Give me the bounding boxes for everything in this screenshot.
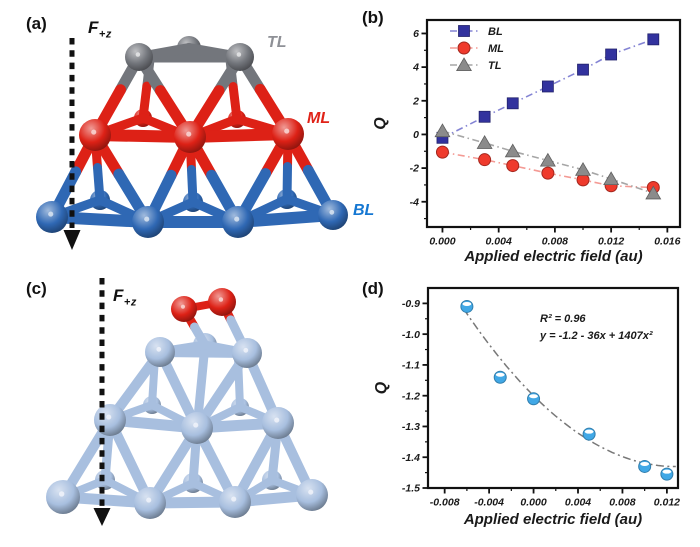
force-label-c: F+z: [113, 286, 137, 308]
force-subscript: +z: [98, 28, 112, 41]
force-subscript: +z: [123, 296, 137, 309]
svg-text:Applied electric field (au): Applied electric field (au): [463, 511, 642, 528]
svg-text:ML: ML: [488, 43, 504, 55]
svg-text:0.000: 0.000: [429, 236, 455, 248]
svg-text:-4: -4: [410, 196, 419, 208]
svg-text:0: 0: [413, 129, 419, 141]
panel-a-label: (a): [26, 14, 47, 33]
svg-text:4: 4: [412, 62, 419, 74]
chart-d-charge-fit: -0.008 -0.004 0.000 0.004 0.008 0.012 -0.9 -1.0…: [373, 286, 680, 528]
chart-b-charge-vs-field: 0.000 0.004 0.008 0.012 0.016 -4 -2 0 2 4 6 Applied…: [372, 18, 682, 265]
top-layer-label: TL: [267, 34, 287, 51]
svg-text:0.012: 0.012: [654, 497, 680, 509]
svg-text:0.004: 0.004: [486, 236, 512, 248]
svg-text:TL: TL: [488, 60, 502, 72]
svg-text:Applied electric field (au): Applied electric field (au): [463, 248, 642, 265]
svg-text:6: 6: [413, 28, 419, 40]
svg-text:Q: Q: [373, 381, 390, 394]
svg-text:0.008: 0.008: [609, 497, 635, 509]
svg-text:2: 2: [412, 95, 419, 107]
svg-text:0.004: 0.004: [565, 497, 591, 509]
svg-text:-2: -2: [410, 163, 419, 175]
structure-c-cluster-with-o2: [46, 274, 328, 526]
svg-text:0.012: 0.012: [598, 236, 624, 248]
svg-text:y = -1.2 - 36x + 1407x²: y = -1.2 - 36x + 1407x²: [539, 330, 653, 342]
force-symbol: F: [88, 18, 99, 37]
svg-text:-1.5: -1.5: [402, 483, 420, 495]
svg-text:-1.1: -1.1: [402, 360, 420, 372]
panel-b-label: (b): [362, 8, 384, 27]
svg-text:-0.004: -0.004: [474, 497, 504, 509]
middle-layer-label: ML: [307, 110, 331, 127]
svg-text:-1.2: -1.2: [402, 390, 420, 402]
svg-text:-1.0: -1.0: [402, 329, 420, 341]
svg-text:0.008: 0.008: [542, 236, 568, 248]
svg-text:-1.3: -1.3: [402, 421, 420, 433]
svg-text:0.000: 0.000: [520, 497, 546, 509]
svg-text:-0.008: -0.008: [430, 497, 460, 509]
force-label-a: F+z: [88, 18, 112, 40]
svg-text:-0.9: -0.9: [402, 298, 420, 310]
panel-c-label: (c): [26, 279, 47, 298]
svg-text:Q: Q: [372, 117, 389, 130]
svg-text:-1.4: -1.4: [402, 452, 420, 464]
svg-text:BL: BL: [488, 26, 503, 38]
bottom-layer-label: BL: [353, 202, 375, 219]
structure-a-trilayer-cluster: [36, 34, 348, 250]
force-symbol: F: [113, 286, 124, 305]
svg-text:R² = 0.96: R² = 0.96: [540, 313, 586, 325]
panel-d-label: (d): [362, 279, 384, 298]
svg-text:0.016: 0.016: [654, 236, 680, 248]
